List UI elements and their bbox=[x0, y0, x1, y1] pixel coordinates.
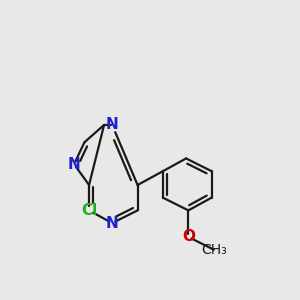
Text: N: N bbox=[68, 157, 80, 172]
Text: N: N bbox=[106, 117, 118, 132]
Text: N: N bbox=[106, 216, 118, 231]
Text: O: O bbox=[182, 230, 195, 244]
Text: Cl: Cl bbox=[81, 203, 97, 218]
Text: CH₃: CH₃ bbox=[201, 243, 227, 257]
